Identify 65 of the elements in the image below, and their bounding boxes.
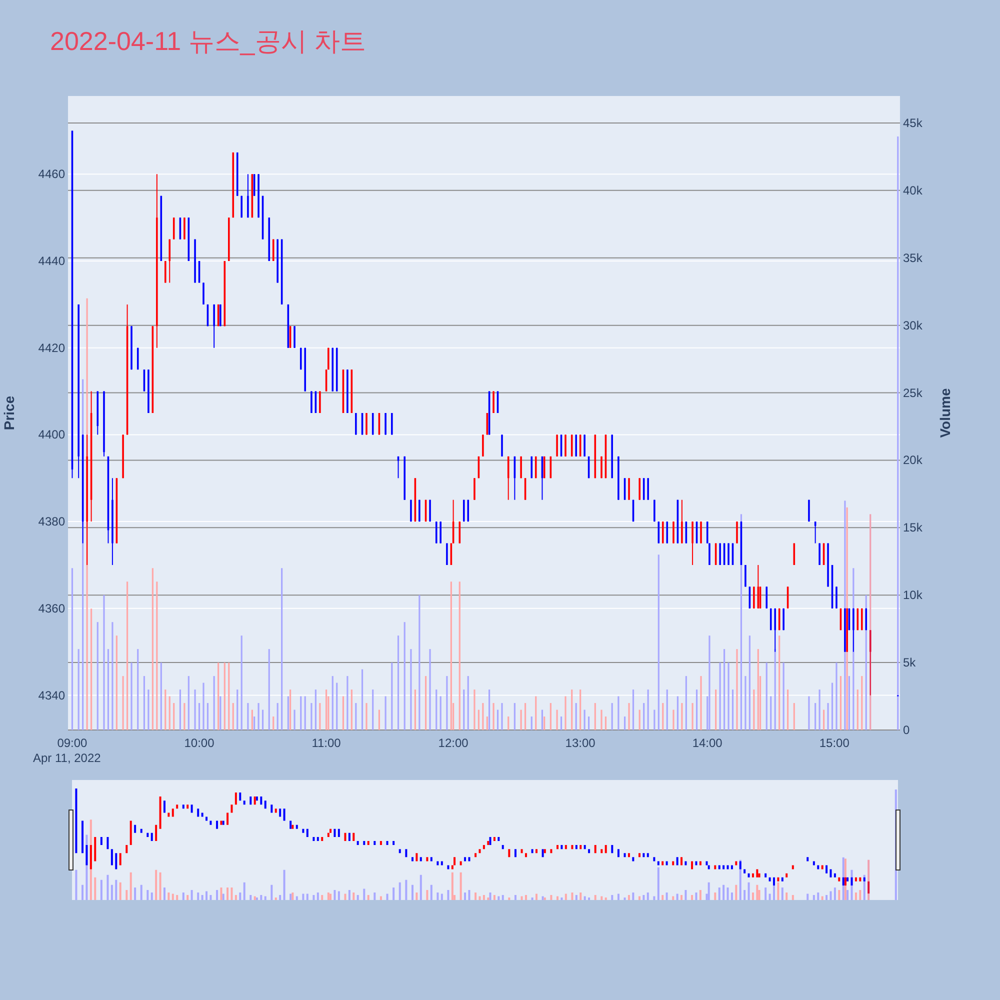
candlestick — [869, 630, 872, 696]
y2-tick-label: 20k — [903, 453, 924, 468]
candlestick — [852, 608, 854, 652]
candlestick — [681, 499, 683, 544]
y2-tick-label: 45k — [903, 116, 924, 130]
y-tick-label: 4440 — [38, 254, 66, 268]
y2-tick-label: 30k — [903, 318, 924, 332]
candlestick — [672, 521, 674, 544]
candlestick — [384, 412, 386, 436]
y-axis-title: Price — [1, 396, 17, 430]
candlestick — [728, 542, 730, 566]
candlestick — [184, 217, 186, 240]
chart-title: 2022-04-11 뉴스_공시 차트 — [50, 26, 366, 56]
candlestick — [575, 434, 577, 457]
candlestick — [628, 478, 630, 500]
y2-tick-label: 0 — [903, 723, 910, 737]
candlestick — [766, 586, 768, 609]
y2-tick-label: 15k — [903, 520, 924, 535]
y2-axis-title: Volume — [937, 388, 953, 438]
candlestick — [164, 260, 166, 284]
candlestick — [446, 542, 448, 566]
y-tick-label: 4460 — [38, 167, 66, 182]
candlestick — [474, 478, 476, 500]
x-tick-label: 10:00 — [184, 736, 215, 750]
candlestick — [168, 238, 171, 284]
candlestick — [213, 304, 215, 348]
candlestick — [666, 521, 668, 544]
x-tick-label: 15:00 — [819, 736, 850, 750]
x-tick-label: 11:00 — [312, 736, 342, 750]
candlestick — [708, 542, 710, 566]
y2-tick-label: 35k — [903, 250, 924, 265]
y2-tick-label: 10k — [903, 588, 924, 602]
candlestick — [247, 174, 249, 218]
candlestick — [647, 478, 649, 500]
candlestick — [440, 521, 442, 544]
y-tick-label: 4420 — [38, 340, 66, 355]
y2-tick-label: 25k — [903, 386, 924, 400]
candlestick — [719, 542, 721, 566]
x-tick-label: 12:00 — [438, 736, 469, 750]
candlestick — [662, 521, 664, 544]
y-tick-label: 4340 — [38, 688, 66, 702]
candlestick — [753, 586, 755, 609]
candlestick — [638, 478, 641, 500]
candlestick — [435, 521, 438, 544]
candlestick — [355, 412, 357, 436]
y2-tick-label: 5k — [903, 656, 917, 670]
y-tick-label: 4400 — [38, 428, 66, 442]
text: Apr 11, 2022 — [33, 751, 102, 765]
x-tick-label: 09:00 — [57, 736, 88, 750]
candlestick — [391, 412, 393, 436]
candlestick — [692, 521, 694, 566]
candlestick — [294, 326, 296, 348]
x-tick-label: 13:00 — [565, 736, 596, 750]
y-tick-label: 4380 — [38, 514, 66, 529]
y-tick-label: 4360 — [38, 601, 66, 616]
candlestick — [556, 434, 558, 457]
x-tick-label: 14:00 — [692, 736, 723, 750]
candlestick — [372, 412, 374, 436]
candlestick — [793, 542, 796, 566]
candlestick — [584, 434, 586, 457]
candlestick — [570, 434, 573, 457]
candlestick — [482, 434, 484, 457]
candlestick — [172, 217, 175, 240]
y2-tick-label: 40k — [903, 183, 924, 198]
candlestick — [818, 542, 820, 566]
